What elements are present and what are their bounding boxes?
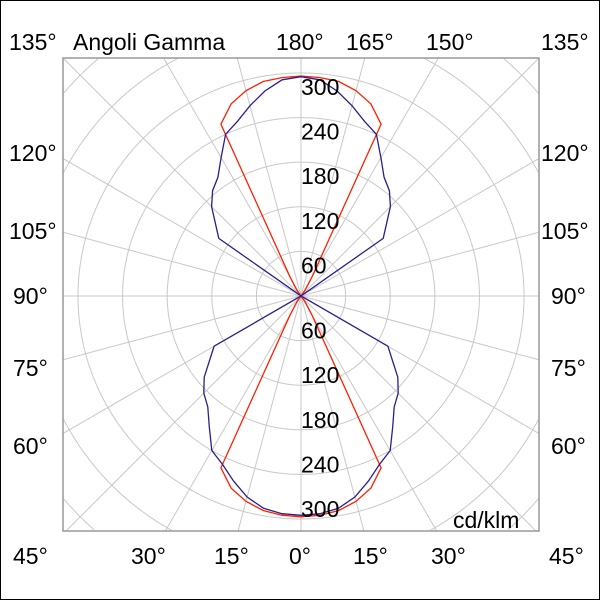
radial-tick-label: 240 [301,451,339,477]
angle-label: 75° [13,355,48,381]
angle-label: 120° [541,140,589,166]
angle-label: 105° [541,218,589,244]
angle-label: 60° [13,433,48,459]
angle-label: 15° [214,543,249,569]
angle-label: 30° [131,543,166,569]
angle-label: 180° [276,29,324,55]
series-curve [203,76,399,516]
angle-label: 105° [9,218,57,244]
radial-tick-label: 180 [301,163,339,189]
unit-label: cd/klm [453,507,519,533]
angle-label: 165° [346,29,394,55]
angle-label: 90° [13,283,48,309]
angle-label: 75° [551,355,586,381]
radial-tick-labels: 60 60 120 120 180 180 240 240 300 300 [301,74,339,522]
angle-label: 15° [353,543,388,569]
angle-label: 45° [549,543,584,569]
angle-label: 30° [431,543,466,569]
angle-label: 45° [13,543,48,569]
radial-tick-label: 180 [301,407,339,433]
radial-tick-label: 60 [301,252,327,278]
angle-label: 0° [289,543,311,569]
angle-label: 90° [551,283,586,309]
angle-label: 150° [426,29,474,55]
radial-tick-label: 240 [301,119,339,145]
series-curve [220,75,382,518]
angle-label: 120° [9,140,57,166]
angle-labels: 135° Angoli Gamma 180° 165° 150° 135° 12… [9,29,589,569]
radial-tick-label: 60 [301,318,327,344]
curves [203,75,399,518]
radial-tick-label: 300 [301,496,339,522]
radial-tick-label: 300 [301,74,339,100]
grid-circle [63,58,539,531]
grid-circle [63,58,539,531]
angle-label: 60° [551,433,586,459]
radial-tick-label: 120 [301,362,339,388]
chart-title: Angoli Gamma [73,29,225,55]
radial-tick-label: 120 [301,208,339,234]
angle-label: 135° [541,29,589,55]
plot-frame [62,57,540,532]
angle-label: 135° [9,29,57,55]
